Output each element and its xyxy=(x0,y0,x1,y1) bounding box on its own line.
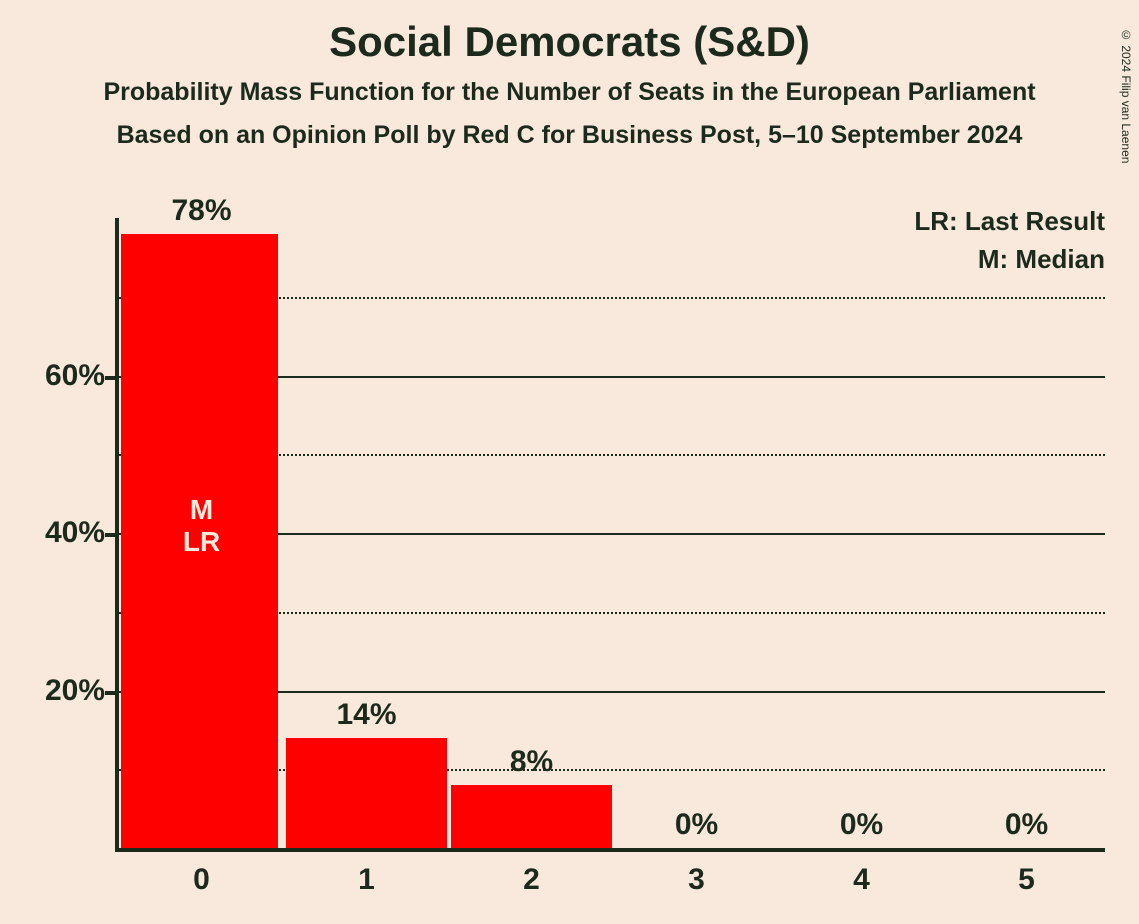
bar-value-label: 0% xyxy=(1005,808,1048,842)
y-tick xyxy=(105,691,115,695)
y-tick xyxy=(105,376,115,380)
bar-value-label: 0% xyxy=(675,808,718,842)
chart-area: 20%40%60%78%014%18%20%30%40%5MLR LR: Las… xyxy=(115,218,1105,848)
bar-value-label: 14% xyxy=(336,698,396,732)
bar-value-label: 8% xyxy=(510,745,553,779)
chart-subtitle-2: Based on an Opinion Poll by Red C for Bu… xyxy=(0,121,1139,150)
y-tick-label: 20% xyxy=(5,674,105,708)
legend-m: M: Median xyxy=(978,244,1105,275)
last-result-marker: LR xyxy=(183,526,220,558)
y-axis xyxy=(115,218,119,848)
in-bar-annotation: MLR xyxy=(183,494,220,558)
bar xyxy=(451,785,611,848)
y-tick-label: 40% xyxy=(5,516,105,550)
x-tick-label: 2 xyxy=(523,863,540,897)
plot-region: 20%40%60%78%014%18%20%30%40%5MLR xyxy=(115,218,1105,848)
bar-value-label: 78% xyxy=(171,194,231,228)
bar xyxy=(286,738,446,848)
x-tick-label: 1 xyxy=(358,863,375,897)
median-marker: M xyxy=(183,494,220,526)
legend-lr: LR: Last Result xyxy=(914,206,1105,237)
y-tick-label: 60% xyxy=(5,359,105,393)
chart-title: Social Democrats (S&D) xyxy=(0,18,1139,66)
bar-value-label: 0% xyxy=(840,808,883,842)
y-tick xyxy=(105,533,115,537)
x-tick-label: 5 xyxy=(1018,863,1035,897)
x-tick-label: 4 xyxy=(853,863,870,897)
x-tick-label: 0 xyxy=(193,863,210,897)
copyright-text: © 2024 Filip van Laenen xyxy=(1119,28,1133,163)
x-tick-label: 3 xyxy=(688,863,705,897)
chart-subtitle: Probability Mass Function for the Number… xyxy=(0,78,1139,107)
x-axis xyxy=(115,848,1105,852)
